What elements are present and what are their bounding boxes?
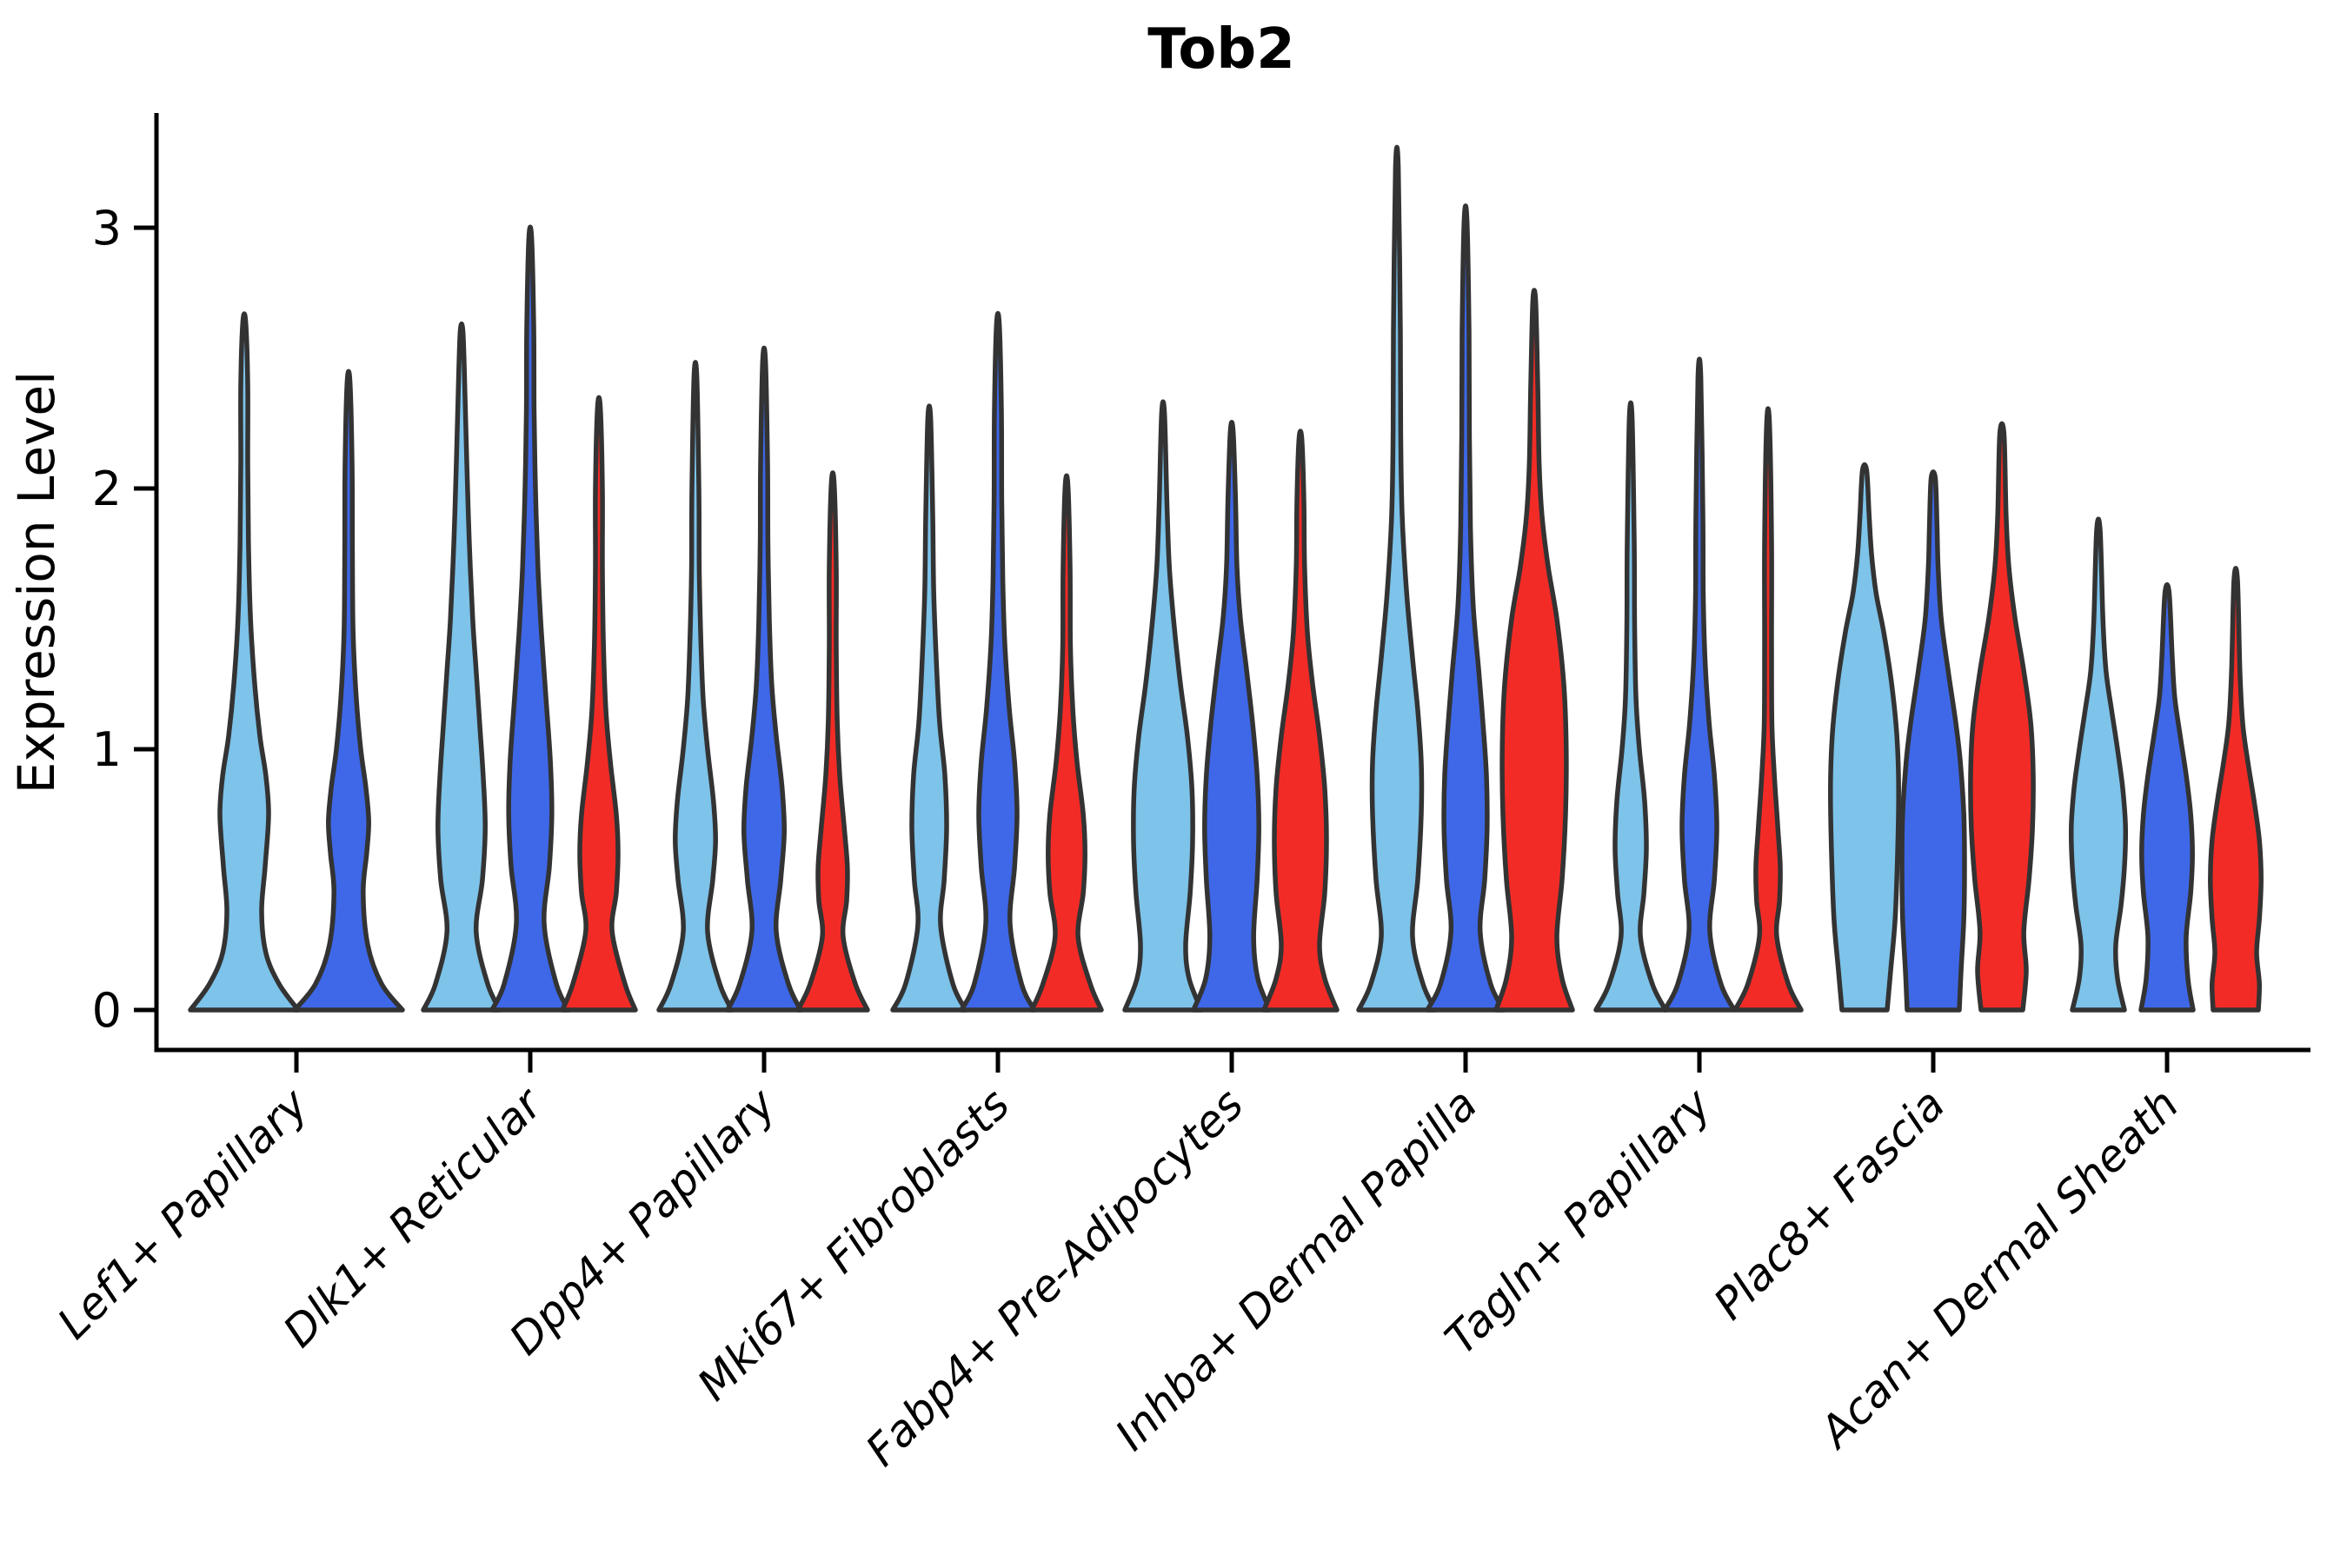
violin-plac8-fascia-split-b [1899,469,1967,1013]
violin-acan-dermal-sheath-split-c [2208,566,2264,1013]
x-tick-label-dlk1-reticular: Dlk1+ Reticular [274,1077,554,1357]
y-axis-label: Expression Level [7,371,66,794]
violins-group [188,144,2264,1013]
violin-dpp4-papillary-split-b [725,345,803,1013]
violin-mki67-fibroblasts-split-c [1029,473,1104,1013]
violin-acan-dermal-sheath-split-a [2068,516,2129,1013]
x-tick-label-lef1-papillary: Lef1+ Papillary [48,1078,318,1348]
chart-title: Tob2 [1147,17,1294,82]
violin-tagln-papillary-split-c [1732,406,1804,1013]
violin-fabp4-pre-adipocytes-split-a [1122,399,1204,1013]
y-tick-label-1: 1 [92,722,122,777]
violin-fabp4-pre-adipocytes-split-b [1191,420,1273,1013]
violin-inhba-dermal-papilla-split-b [1425,203,1506,1013]
x-tick-label-fabp4-pre-adipocytes: Fabp4+ Pre-Adipocytes [856,1079,1253,1476]
violin-dlk1-reticular-split-a [421,321,502,1013]
violin-tagln-papillary-split-a [1593,400,1668,1013]
violin-mki67-fibroblasts-split-b [959,310,1037,1013]
violin-dlk1-reticular-split-c [560,395,638,1013]
violin-dlk1-reticular-split-b [489,224,571,1013]
violin-plac8-fascia-split-c [1968,421,2036,1013]
violin-lef1-papillary-split-a [188,311,301,1013]
axes-group [134,113,2310,1073]
violin-acan-dermal-sheath-split-b [2138,581,2196,1013]
violin-inhba-dermal-papilla-split-a [1356,144,1438,1013]
violin-fabp4-pre-adipocytes-split-c [1261,429,1340,1013]
y-tick-label-2: 2 [92,462,122,516]
violin-tagln-papillary-split-b [1662,356,1737,1013]
violin-mki67-fibroblasts-split-a [890,403,968,1013]
violin-dpp4-papillary-split-a [656,360,735,1013]
violin-lef1-papillary-split-b [292,369,405,1013]
y-tick-label-3: 3 [92,201,122,256]
violin-plac8-fascia-split-a [1828,462,1901,1013]
x-tick-label-plac8-fascia: Plac8+ Fascia [1705,1079,1955,1329]
y-tick-label-0: 0 [92,983,122,1038]
violin-dpp4-papillary-split-c [795,470,870,1013]
violin-inhba-dermal-papilla-split-c [1493,288,1575,1013]
